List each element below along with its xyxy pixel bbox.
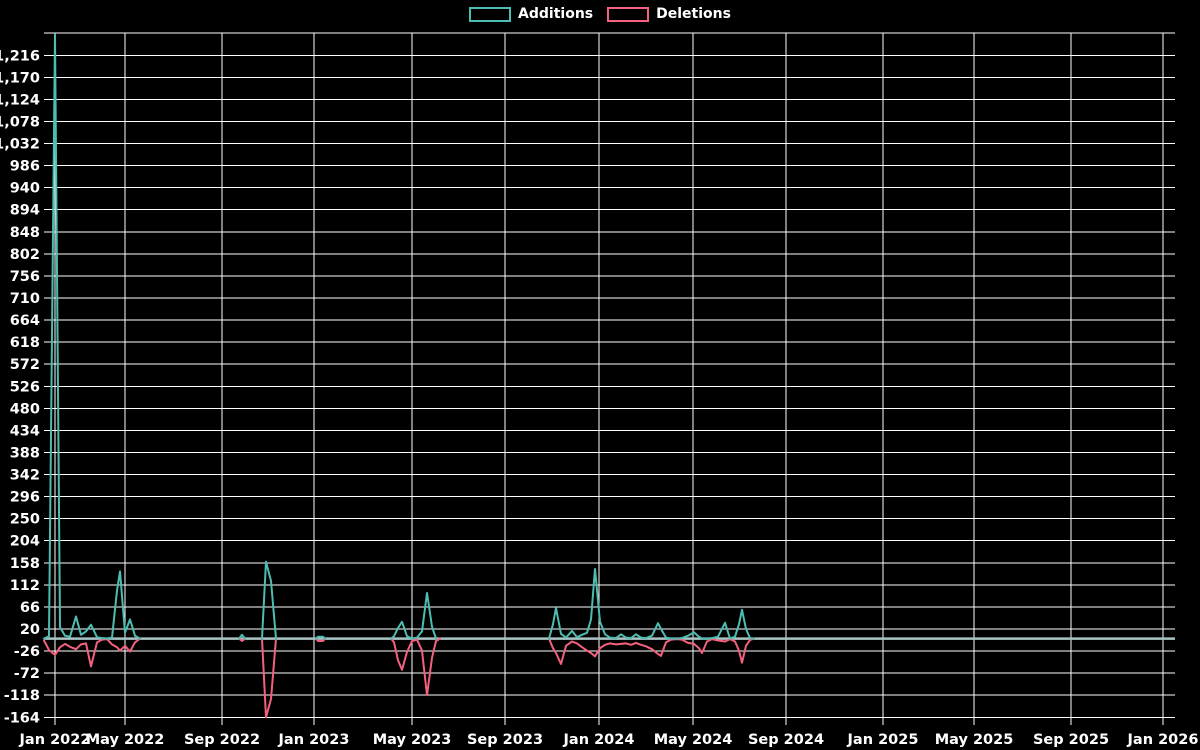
x-tick-label: Jan 2026 <box>1127 732 1199 748</box>
deletions-swatch-icon <box>607 6 650 22</box>
additions-swatch-icon <box>469 6 512 22</box>
y-tick-label: 1,216 <box>0 48 40 64</box>
additions-line-series <box>261 560 277 640</box>
y-tick-label: -26 <box>14 644 40 660</box>
deletions-line-series <box>390 637 441 697</box>
y-tick-label: -72 <box>14 666 40 682</box>
x-tick-label: Sep 2024 <box>748 732 824 748</box>
x-tick-label: Jan 2023 <box>278 732 350 748</box>
y-tick-label: 664 <box>10 313 40 329</box>
y-tick-label: 66 <box>20 600 40 616</box>
x-tick-label: Jan 2022 <box>19 732 91 748</box>
x-tick-label: Jan 2025 <box>847 732 919 748</box>
y-tick-label: 158 <box>10 556 40 572</box>
legend-label-additions: Additions <box>518 6 594 22</box>
y-tick-label: 710 <box>10 291 40 307</box>
y-tick-label: 986 <box>10 159 40 175</box>
legend-item-deletions[interactable]: Deletions <box>607 6 731 22</box>
y-tick-label: 572 <box>10 357 40 373</box>
y-tick-label: 1,032 <box>0 137 40 153</box>
x-tick-label: May 2024 <box>654 732 733 748</box>
x-tick-label: Jan 2024 <box>563 732 635 748</box>
y-tick-label: 618 <box>10 335 40 351</box>
deletions-line-series <box>261 637 277 719</box>
y-tick-label: 1,170 <box>0 70 40 86</box>
deletions-line-series <box>548 637 755 665</box>
deletions-line-series <box>43 637 141 668</box>
y-tick-label: 342 <box>10 468 40 484</box>
additions-line-series <box>238 633 246 640</box>
additions-line-series <box>548 568 755 640</box>
y-tick-label: 20 <box>20 622 40 638</box>
y-tick-label: 1,078 <box>0 114 40 130</box>
y-tick-label: 940 <box>10 181 40 197</box>
y-tick-label: 388 <box>10 445 40 461</box>
y-tick-label: 434 <box>10 423 40 439</box>
additions-line-series <box>315 635 326 640</box>
x-tick-label: May 2023 <box>373 732 452 748</box>
legend-label-deletions: Deletions <box>656 6 731 22</box>
x-tick-label: Sep 2025 <box>1033 732 1109 748</box>
y-tick-label: 112 <box>10 578 40 594</box>
legend-item-additions[interactable]: Additions <box>469 6 593 22</box>
deletions-line-series <box>238 637 246 642</box>
x-tick-label: Sep 2023 <box>467 732 543 748</box>
y-tick-label: 296 <box>10 490 40 506</box>
chart-legend: Additions Deletions <box>0 6 1200 22</box>
additions-line-series <box>390 592 437 640</box>
y-tick-label: -118 <box>4 688 40 704</box>
y-tick-label: 848 <box>10 225 40 241</box>
y-tick-label: 802 <box>10 247 40 263</box>
x-tick-label: May 2025 <box>935 732 1014 748</box>
y-tick-label: 526 <box>10 379 40 395</box>
y-tick-label: 480 <box>10 401 40 417</box>
y-tick-label: 250 <box>10 512 40 528</box>
y-tick-label: 204 <box>10 534 40 550</box>
deletions-line-series <box>315 637 326 642</box>
y-tick-label: 1,124 <box>0 92 40 108</box>
x-tick-label: Sep 2022 <box>184 732 260 748</box>
additions-line-series <box>43 33 141 640</box>
x-tick-label: May 2022 <box>86 732 165 748</box>
y-tick-label: -164 <box>4 710 40 726</box>
y-tick-label: 894 <box>10 203 40 219</box>
y-tick-label: 756 <box>10 269 40 285</box>
